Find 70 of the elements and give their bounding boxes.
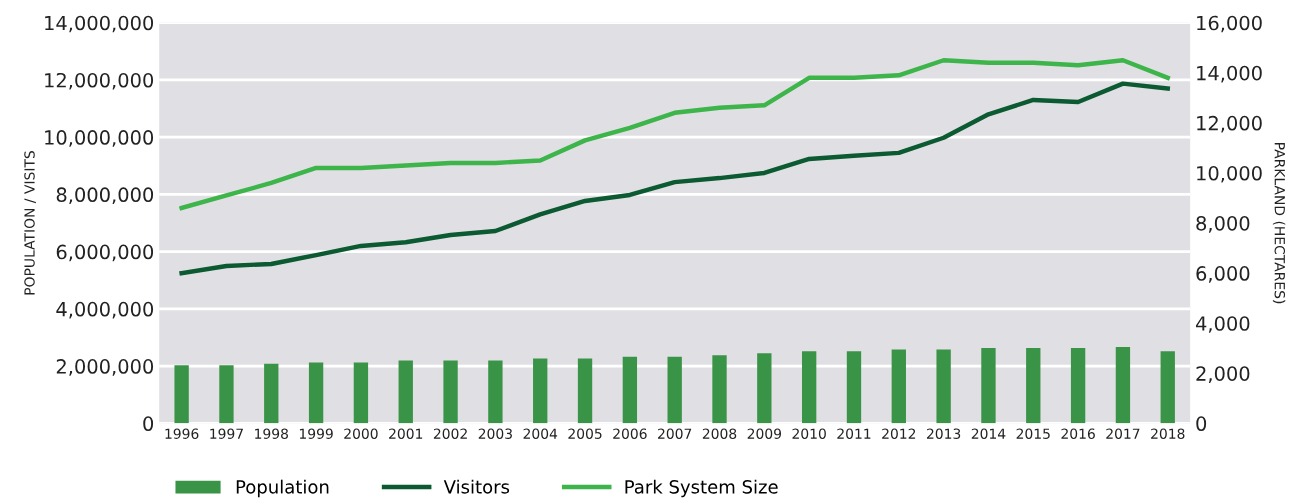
x-tick-label: 2018 [1151, 428, 1185, 439]
bar [891, 349, 906, 424]
y2-tick-label: 10,000 [1197, 165, 1262, 183]
bar [174, 365, 189, 424]
x-tick-label: 2015 [1016, 428, 1050, 439]
x-tick-label: 2008 [702, 428, 737, 439]
bar [667, 356, 682, 424]
bar [712, 355, 727, 424]
y2-tick-label: 6,000 [1196, 266, 1250, 283]
bar [757, 353, 772, 424]
x-tick-label: 2013 [926, 428, 961, 439]
y-tick-label: 8,000,000 [56, 187, 154, 205]
bar [488, 360, 503, 424]
x-tick-label: 2007 [658, 428, 692, 439]
bar [264, 363, 279, 424]
y-tick-label: 0 [143, 416, 154, 432]
x-tick-label: 1996 [165, 428, 199, 439]
legend-label: Park System Size [625, 479, 778, 498]
bar [846, 351, 862, 424]
y-tick-label: 14,000,000 [45, 15, 154, 33]
y2-tick-label: 16,000 [1197, 15, 1262, 33]
x-tick-label: 2005 [568, 428, 602, 439]
bar [219, 365, 234, 424]
x-tick-label: 2009 [747, 428, 782, 439]
bar [443, 360, 458, 424]
x-tick-label: 2017 [1106, 428, 1140, 439]
x-tick-label: 2002 [433, 428, 467, 439]
bar [533, 358, 548, 424]
bar [801, 351, 817, 424]
y2-tick-label: 2,000 [1196, 366, 1250, 383]
bar [577, 358, 593, 424]
y2-tick-label: 12,000 [1197, 115, 1262, 133]
line-series [179, 81, 1170, 276]
bar [308, 362, 324, 424]
bar [1160, 351, 1175, 424]
x-tick-label: 2001 [389, 428, 423, 439]
x-tick-label: 2014 [971, 428, 1006, 439]
bar [1070, 348, 1086, 424]
bar [622, 356, 638, 424]
y-tick-label: 12,000,000 [45, 72, 154, 90]
y2-tick-label: 4,000 [1195, 316, 1250, 333]
bar [353, 362, 369, 424]
y-tick-label: 4,000,000 [56, 301, 154, 319]
y-tick-label: 10,000,000 [45, 130, 154, 147]
x-tick-label: 2012 [882, 428, 916, 439]
bar [1115, 346, 1131, 424]
bar [398, 360, 413, 424]
x-tick-label: 2003 [478, 428, 512, 439]
y2-axis-title: PARKLAND (HECTARES) [1272, 143, 1286, 304]
y2-tick-label: 14,000 [1197, 65, 1262, 83]
y-tick-label: 6,000,000 [56, 244, 154, 262]
y-tick-label: 2,000,000 [56, 359, 154, 376]
y2-tick-label: 8,000 [1196, 215, 1250, 233]
x-tick-label: 2016 [1061, 428, 1095, 439]
legend-label: Visitors [443, 479, 510, 494]
x-tick-label: 2004 [523, 428, 558, 439]
x-tick-label: 2006 [613, 428, 647, 439]
y2-tick-label: 0 [1196, 416, 1207, 432]
bar [1026, 348, 1041, 424]
x-tick-label: 2000 [344, 428, 378, 439]
bar [936, 349, 951, 424]
x-tick-label: 1998 [255, 428, 288, 439]
x-tick-label: 2010 [792, 428, 826, 439]
x-tick-label: 1999 [299, 428, 333, 439]
legend-label: Population [236, 479, 329, 498]
line-series [179, 58, 1170, 211]
x-tick-label: 2011 [837, 428, 871, 439]
bar [981, 348, 996, 424]
y-axis-title: POPULATION / VISITS [24, 151, 36, 295]
x-tick-label: 1997 [210, 428, 243, 439]
